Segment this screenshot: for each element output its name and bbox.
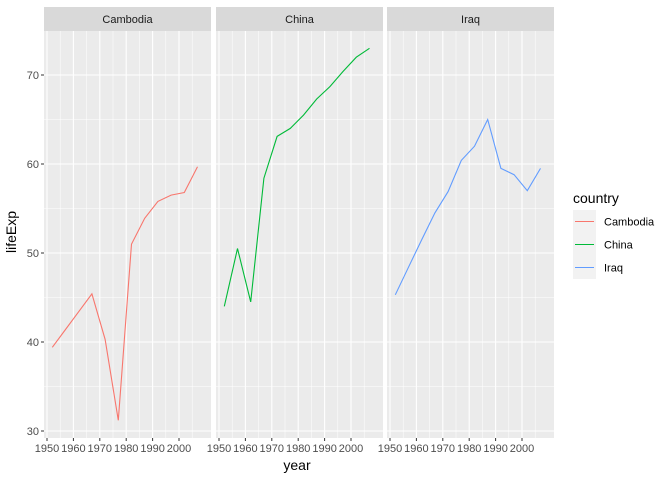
legend-title: country [573, 190, 619, 206]
facet-panels: Cambodia China Iraq [44, 7, 554, 438]
legend-item-cambodia: Cambodia [573, 210, 655, 233]
facet-strip [216, 7, 383, 31]
y-tick-label: 50 [27, 248, 39, 260]
x-tick-label: 1950 [35, 443, 59, 455]
facet-panel-cambodia: Cambodia [44, 7, 211, 438]
x-tick-label: 1960 [404, 443, 428, 455]
y-tick-label: 70 [27, 70, 39, 82]
x-tick-label: 1980 [457, 443, 481, 455]
x-tick-label: 1960 [233, 443, 257, 455]
panel-background [44, 31, 211, 438]
legend-label: Cambodia [604, 217, 655, 229]
legend-item-iraq: Iraq [573, 256, 623, 279]
y-axis-label: lifeExp [3, 211, 19, 253]
x-tick-label: 1990 [483, 443, 507, 455]
facet-strip [387, 7, 554, 31]
series-line-cambodia [51, 166, 198, 421]
x-axes: 1950 1960 1970 1980 1990 2000 1950 1960 1970 1980… [35, 438, 534, 455]
y-tick-label: 60 [27, 159, 39, 171]
y-tick-label: 30 [27, 426, 39, 438]
x-tick-label: 1960 [61, 443, 85, 455]
facet-strip-label: China [285, 14, 315, 26]
series-line-iraq [394, 117, 541, 296]
facet-strip-label: Cambodia [102, 14, 153, 26]
x-tick-label: 1970 [431, 443, 455, 455]
panel-background [387, 31, 554, 438]
legend-label: China [604, 240, 634, 252]
x-tick-label: 1990 [312, 443, 336, 455]
x-tick-label: 2000 [510, 443, 534, 455]
legend-item-china: China [573, 233, 634, 256]
x-tick-label: 1980 [114, 443, 138, 455]
x-tick-label: 1990 [140, 443, 164, 455]
x-tick-label: 2000 [339, 443, 363, 455]
facet-strip-label: Iraq [461, 14, 480, 26]
facet-panel-china: China [216, 7, 383, 438]
x-tick-label: 1980 [286, 443, 310, 455]
x-tick-label: 1970 [88, 443, 112, 455]
facet-strip [44, 7, 211, 31]
y-tick-label: 40 [27, 337, 39, 349]
x-axis-label: year [283, 457, 311, 473]
x-tick-label: 1970 [260, 443, 284, 455]
facet-panel-iraq: Iraq [387, 7, 554, 438]
legend-label: Iraq [604, 263, 623, 275]
x-tick-label: 1950 [378, 443, 402, 455]
legend: country Cambodia China Iraq [573, 190, 655, 279]
y-axis: 30 40 50 60 70 [27, 70, 44, 438]
panel-background [216, 31, 383, 438]
x-tick-label: 2000 [167, 443, 191, 455]
x-tick-label: 1950 [207, 443, 231, 455]
series-line-china [223, 47, 370, 307]
